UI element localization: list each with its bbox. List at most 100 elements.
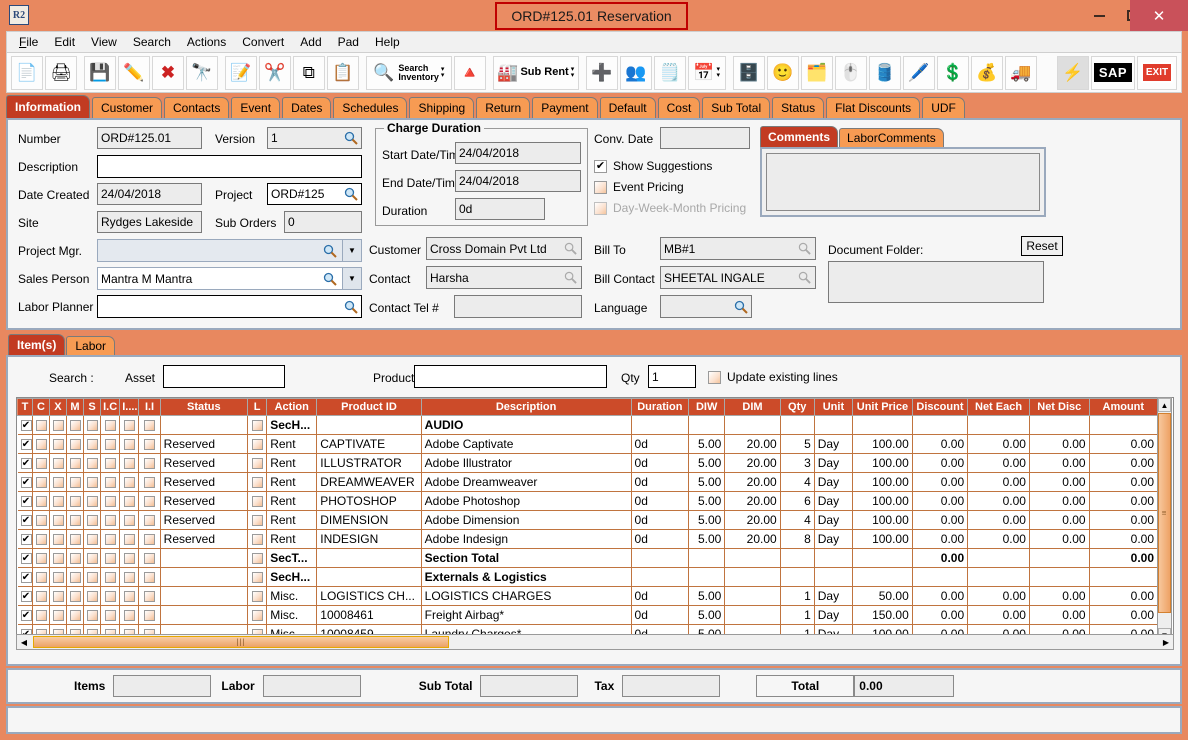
col-ic[interactable]: I.C [100,398,121,416]
cell-action[interactable]: Rent [266,453,318,473]
cell-amount[interactable]: 0.00 [1089,510,1159,530]
menu-item-search[interactable]: Search [132,35,171,49]
row-checkbox-1[interactable] [32,586,50,606]
row-checkbox-l[interactable] [247,605,268,625]
cell-net-disc[interactable]: 0.00 [1029,529,1090,549]
cell-unit-price[interactable] [852,548,913,568]
row-checkbox-l[interactable] [247,567,268,587]
row-checkbox-l[interactable] [247,548,268,568]
cell-description[interactable]: Adobe Dimension [421,510,632,530]
row-checkbox-4[interactable] [83,567,102,587]
cell-discount[interactable]: 0.00 [912,586,969,606]
cell-discount[interactable]: 0.00 [912,605,969,625]
duration-field[interactable]: 0d [455,198,545,220]
tab-cost[interactable]: Cost [657,97,701,118]
cell-net-each[interactable] [967,567,1030,587]
bill-to-field[interactable]: MB#1 [660,237,816,260]
tax-field[interactable] [622,675,721,697]
col-product-id[interactable]: Product ID [316,398,422,416]
row-checkbox-2[interactable] [49,586,67,606]
row-checkbox-t[interactable]: ✔ [17,586,33,606]
row-checkbox-1[interactable] [32,605,50,625]
col-description[interactable]: Description [420,398,632,416]
row-checkbox-6[interactable] [119,567,140,587]
row-checkbox-7[interactable] [138,434,161,454]
row-checkbox-5[interactable] [100,529,121,549]
cell-amount[interactable]: 0.00 [1089,434,1159,454]
cell-product-id[interactable]: ILLUSTRATOR [316,453,422,473]
row-checkbox-l[interactable] [247,529,268,549]
tab-payment[interactable]: Payment [532,97,598,118]
payment-icon[interactable]: 💲 [936,55,969,90]
cell-diw[interactable]: 5.00 [688,529,726,549]
tab-flat-discounts[interactable]: Flat Discounts [826,97,921,118]
reset-button[interactable]: Reset [1021,236,1063,256]
search-icon-sales-person[interactable] [323,272,337,286]
cell-qty[interactable]: 1 [780,605,815,625]
col-m[interactable]: M [65,398,85,416]
cell-unit-price[interactable]: 100.00 [852,510,913,530]
row-checkbox-l[interactable] [247,472,268,492]
cell-action[interactable]: Rent [266,529,318,549]
cell-qty[interactable]: 1 [780,586,815,606]
row-checkbox-5[interactable] [100,567,121,587]
description-field[interactable] [97,155,362,178]
row-checkbox-4[interactable] [83,453,102,473]
labor-planner-field[interactable] [97,295,362,318]
cell-description[interactable]: Adobe Photoshop [421,491,632,511]
cell-net-disc[interactable]: 0.00 [1029,453,1090,473]
items-grid[interactable]: T C X M S I.C I.... I.I Status L Action … [16,397,1174,643]
cell-net-each[interactable]: 0.00 [967,453,1030,473]
col-qty[interactable]: Qty [779,398,815,416]
convert-icon[interactable]: 🔺 [453,55,486,90]
print-icon[interactable]: 🖨 [45,55,77,90]
row-checkbox-3[interactable] [66,529,85,549]
row-checkbox-3[interactable] [66,415,85,435]
product-input[interactable] [414,365,607,388]
crew-icon[interactable]: 👥 [619,55,652,90]
cell-action[interactable]: SecT... [266,548,318,568]
table-row[interactable]: ✔ Misc. 10008461 Freight Airbag* 0d 5.00 1 Day 1… [17,605,1159,625]
row-checkbox-1[interactable] [32,472,50,492]
cell-product-id[interactable]: DIMENSION [316,510,422,530]
contact-field[interactable]: Harsha [426,266,582,289]
cell-diw[interactable]: 5.00 [688,586,726,606]
cell-description[interactable]: Adobe Indesign [421,529,632,549]
cell-unit-price[interactable]: 100.00 [852,472,913,492]
row-checkbox-3[interactable] [66,510,85,530]
cell-discount[interactable]: 0.00 [912,472,969,492]
cell-action[interactable]: Misc. [266,586,318,606]
project-field[interactable]: ORD#125 [267,183,362,205]
row-checkbox-6[interactable] [119,510,140,530]
row-checkbox-1[interactable] [32,567,50,587]
row-checkbox-7[interactable] [138,453,161,473]
cut-icon[interactable]: ✂️ [258,55,291,90]
event-pricing-checkbox[interactable]: Event Pricing [594,180,684,194]
bill-contact-field[interactable]: SHEETAL INGALE [660,266,816,289]
cell-diw[interactable]: 5.00 [688,472,726,492]
site-field[interactable]: Rydges Lakeside [97,211,202,233]
cell-dim[interactable]: 20.00 [724,491,781,511]
cell-dim[interactable]: 20.00 [724,510,781,530]
cell-dim[interactable]: 20.00 [724,472,781,492]
col-unit-price[interactable]: Unit Price [852,398,913,416]
cell-net-each[interactable]: 0.00 [967,472,1030,492]
col-status[interactable]: Status [159,398,249,416]
asset-input[interactable] [163,365,285,388]
menu-item-help[interactable]: Help [374,35,400,49]
col-duration[interactable]: Duration [630,398,690,416]
cell-description[interactable]: LOGISTICS CHARGES [421,586,632,606]
cell-diw[interactable] [688,548,726,568]
cell-status[interactable]: Reserved [160,472,249,492]
col-net-each[interactable]: Net Each [967,398,1030,416]
add-remove-icon[interactable]: ➕ [585,55,618,90]
row-checkbox-3[interactable] [66,586,85,606]
document-folder-field[interactable] [828,261,1044,303]
row-checkbox-6[interactable] [119,491,140,511]
row-checkbox-2[interactable] [49,605,67,625]
row-checkbox-7[interactable] [138,605,161,625]
language-field[interactable] [660,295,752,318]
sap-button[interactable]: SAP [1090,55,1135,90]
cell-discount[interactable]: 0.00 [912,510,969,530]
row-checkbox-5[interactable] [100,415,121,435]
